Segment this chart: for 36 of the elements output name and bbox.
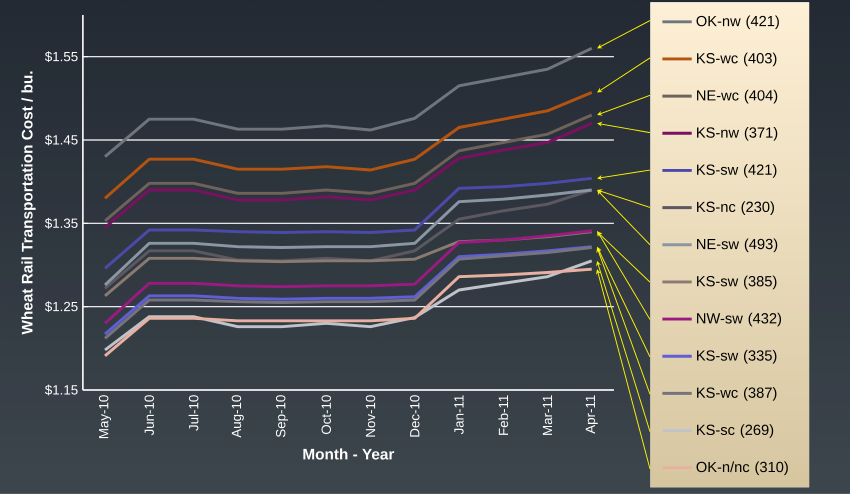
legend-label: KS-sc (269) (697, 424, 774, 438)
x-tick-label: Jan-11 (454, 395, 464, 434)
legend-label: KS-sw (421) (697, 164, 776, 178)
y-tick-label: $1.45 (44, 134, 78, 146)
y-tick-label: $1.35 (44, 218, 78, 229)
x-axis-title: Month - Year (303, 448, 394, 460)
x-tick-label: Apr-11 (586, 395, 598, 434)
legend-label: KS-wc (387) (697, 387, 776, 401)
x-tick-label: Oct-10 (322, 395, 331, 434)
legend-label: KS-sw (335) (697, 350, 776, 364)
x-tick-label: Nov-10 (366, 395, 376, 437)
legend-label: NW-sw (432) (697, 312, 782, 326)
line-series (104, 229, 594, 325)
line-series (104, 46, 594, 158)
legend-label: KS-nc (230) (697, 201, 774, 215)
legend-label: NE-wc (404) (697, 90, 778, 104)
legend-label: OK-nw (421) (696, 15, 779, 30)
line-series (104, 91, 594, 200)
x-tick-label: Jul-10 (188, 395, 198, 431)
x-tick-label: Sep-10 (276, 395, 288, 438)
x-tick-label: Aug-10 (232, 395, 244, 438)
x-tick-label: Dec-10 (410, 395, 420, 437)
y-axis-title: Wheat Rail Transportation Cost / bu. (21, 72, 36, 335)
x-tick-label: May-10 (98, 395, 112, 438)
y-tick-label: $1.15 (44, 384, 78, 396)
y-tick-label: $1.25 (44, 301, 78, 312)
legend-label: KS-sw (385) (697, 276, 776, 290)
legend-label: KS-nw (371) (697, 126, 778, 141)
legend-label: NE-sw (493) (697, 238, 778, 252)
x-tick-label: Feb-11 (498, 395, 508, 435)
x-tick-label: Mar-11 (542, 395, 552, 435)
x-tick-label: Jun-10 (144, 395, 154, 436)
legend-label: OK-n/nc (310) (696, 461, 788, 476)
legend-label: KS-wc (403) (697, 52, 776, 66)
y-tick-label: $1.55 (44, 51, 78, 62)
line-series (104, 176, 594, 270)
